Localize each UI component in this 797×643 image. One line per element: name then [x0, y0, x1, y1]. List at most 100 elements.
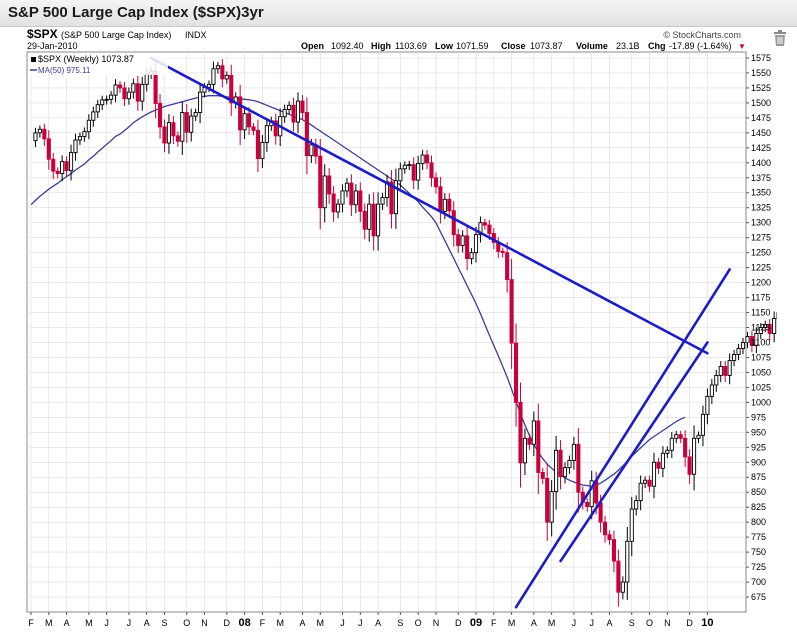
candle-body — [723, 365, 728, 376]
candle-body — [549, 491, 554, 523]
x-tick-label: A — [531, 618, 537, 628]
candle-body — [758, 327, 763, 334]
candle-body — [349, 182, 354, 206]
x-tick-label: S — [161, 618, 167, 628]
candle-body — [509, 279, 514, 344]
candle-body — [545, 477, 550, 523]
chart-frame: $SPX (S&P 500 Large Cap Index) INDX © St… — [25, 27, 797, 638]
candle-body — [456, 234, 461, 246]
x-tick-label: O — [415, 618, 422, 628]
candle-body — [411, 164, 416, 181]
candle-body — [246, 113, 252, 128]
candle-body — [700, 413, 705, 436]
candle-body — [585, 501, 590, 508]
ma-layer — [30, 95, 686, 487]
x-tick-label: A — [64, 618, 70, 628]
x-tick-label: D — [686, 618, 693, 628]
candle-body — [629, 508, 634, 542]
y-tick-label: 1050 — [751, 367, 771, 377]
candle-body — [282, 109, 287, 118]
candle-body — [175, 135, 180, 142]
x-tick-label: M — [548, 618, 556, 628]
x-tick-label: A — [144, 618, 150, 628]
candle-body — [736, 348, 741, 355]
x-tick-label: O — [183, 618, 190, 628]
candle-body — [634, 500, 639, 510]
y-tick-label: 1250 — [751, 248, 771, 258]
candle-body — [37, 128, 42, 134]
candle-body — [55, 170, 60, 175]
chg-down-icon: ▼ — [738, 42, 746, 51]
candle-body — [229, 74, 234, 104]
candle-body — [669, 437, 674, 451]
y-tick-label: 1225 — [751, 263, 771, 273]
candle-body — [500, 250, 505, 254]
candle-body — [86, 119, 91, 133]
y-tick-label: 1575 — [751, 53, 771, 63]
x-tick-label: S — [629, 618, 635, 628]
candle-body — [153, 70, 158, 104]
x-tick-label: D — [455, 618, 462, 628]
y-tick-label: 1125 — [751, 323, 770, 333]
legend-box — [28, 53, 168, 75]
candle-body — [344, 182, 350, 192]
candle-body — [527, 437, 532, 445]
candle-body — [157, 103, 163, 128]
x-tick-label: A — [606, 618, 612, 628]
trendlines — [149, 56, 731, 609]
candle-body — [117, 84, 123, 89]
candle-body — [416, 162, 421, 181]
y-tick-label: 875 — [751, 472, 766, 482]
candle-body — [371, 203, 376, 237]
candle-body — [51, 158, 56, 172]
x-tick-label: 10 — [701, 617, 713, 629]
candle-body — [184, 112, 189, 133]
y-tick-label: 1325 — [751, 203, 771, 213]
candle-body — [100, 99, 105, 106]
candle-body — [189, 115, 194, 133]
y-axis: 675 700 725 750 775 800 825 850 875 900 925 950 975 1… — [746, 53, 771, 602]
y-tick-label: 1175 — [751, 293, 770, 303]
candle-body — [540, 471, 545, 479]
candle-body — [82, 131, 87, 137]
candle-body — [340, 190, 345, 205]
open-value: 1092.40 — [331, 41, 364, 51]
candle-body — [473, 234, 479, 254]
candle-body — [91, 111, 96, 121]
candle-body — [171, 122, 176, 137]
volume-value: 23.1B — [616, 41, 640, 51]
candle-body — [380, 197, 385, 205]
x-tick-label: F — [260, 618, 266, 628]
candle-body — [336, 203, 341, 213]
candle-body — [514, 342, 519, 403]
candle-body — [696, 434, 701, 439]
candle-body — [522, 437, 528, 464]
candle-body — [660, 452, 665, 469]
candle-body — [77, 135, 82, 141]
y-tick-label: 975 — [751, 412, 766, 422]
candle-body — [193, 112, 198, 117]
y-tick-label: 750 — [751, 547, 766, 557]
trash-icon[interactable] — [773, 30, 787, 46]
candle-body — [469, 252, 474, 260]
y-tick-label: 1075 — [751, 352, 771, 362]
y-tick-label: 1450 — [751, 128, 771, 138]
y-tick-label: 1400 — [751, 158, 771, 168]
x-tick-label: N — [201, 618, 208, 628]
candle-body — [287, 104, 292, 110]
trendline-1 — [149, 56, 709, 355]
candle-body — [487, 224, 492, 234]
candle-body — [447, 198, 452, 212]
candle-body — [478, 222, 483, 236]
legend-price: $SPX (Weekly) 1073.87 — [38, 54, 134, 64]
candle-body — [647, 479, 652, 487]
candle-body — [104, 98, 109, 101]
y-tick-label: 950 — [751, 427, 766, 437]
candle-body — [740, 342, 746, 349]
candle-body — [643, 479, 648, 484]
candle-body — [135, 83, 140, 102]
candle-body — [705, 395, 710, 415]
candle-body — [60, 161, 65, 175]
candles — [33, 59, 797, 607]
chg-label: Chg — [648, 41, 666, 51]
